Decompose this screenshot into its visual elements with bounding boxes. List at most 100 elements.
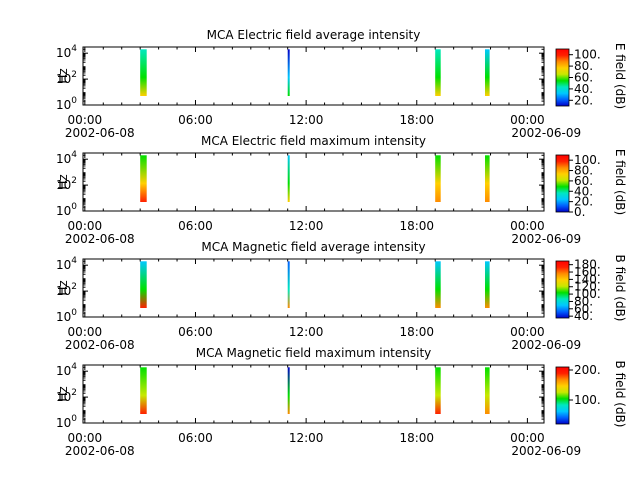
y-tick-exponent: 4 bbox=[71, 256, 77, 266]
colorbar-tick-label: 40. bbox=[574, 184, 593, 198]
x-tick-label: 18:00 bbox=[399, 325, 434, 339]
colorbar-tick-label: 180. bbox=[574, 258, 601, 272]
colorbar-tick-label: 80. bbox=[574, 164, 593, 178]
y-tick-label: 104 bbox=[56, 256, 77, 272]
x-tick-label: 00:00 bbox=[68, 113, 103, 127]
colorbar-tick-label: 20. bbox=[574, 195, 593, 209]
y-tick-exponent: 4 bbox=[71, 150, 77, 160]
spectrogram-panel-3: MCA Magnetic field average intensity 100 1… bbox=[56, 240, 627, 352]
y-axis-label: Hz bbox=[56, 174, 70, 189]
y-axis-label: Hz bbox=[56, 280, 70, 295]
burst-mark bbox=[485, 261, 490, 308]
spectrogram-panel-1: MCA Electric field average intensity 100 1… bbox=[56, 28, 627, 140]
colorbar bbox=[556, 261, 569, 318]
y-tick-exponent: 2 bbox=[71, 388, 77, 398]
x-tick-label: 12:00 bbox=[289, 219, 324, 233]
y-tick-label: 100 bbox=[56, 96, 77, 112]
colorbar-tick-label: 100. bbox=[574, 48, 601, 62]
burst-mark bbox=[435, 261, 441, 308]
x-tick-label: 06:00 bbox=[178, 219, 213, 233]
x-date-label-end: 2002-06-09 bbox=[511, 126, 581, 140]
y-tick-exponent: 4 bbox=[71, 362, 77, 372]
burst-mark bbox=[140, 367, 147, 414]
colorbar-tick-label: 40. bbox=[574, 309, 593, 323]
y-tick-exponent: 0 bbox=[71, 308, 77, 318]
burst-mark bbox=[485, 367, 490, 414]
y-tick-label: 104 bbox=[56, 150, 77, 166]
colorbar-frame bbox=[555, 366, 570, 425]
panel-title: MCA Magnetic field average intensity bbox=[201, 240, 425, 254]
colorbar-tick-label: 80. bbox=[574, 294, 593, 308]
colorbar-frame bbox=[555, 260, 570, 319]
colorbar-tick-label: 100. bbox=[574, 153, 601, 167]
colorbar-tick-label: 60. bbox=[574, 174, 593, 188]
colorbar-tick-label: 200. bbox=[574, 363, 601, 377]
panel-title: MCA Electric field maximum intensity bbox=[201, 134, 426, 148]
burst-mark bbox=[287, 155, 290, 202]
panel-title: MCA Magnetic field maximum intensity bbox=[196, 346, 432, 360]
x-tick-label: 00:00 bbox=[68, 219, 103, 233]
colorbar-tick-label: 20. bbox=[574, 93, 593, 107]
burst-mark bbox=[485, 155, 490, 202]
burst-mark bbox=[140, 49, 147, 96]
burst-mark bbox=[287, 49, 290, 96]
x-tick-label: 00:00 bbox=[68, 325, 103, 339]
colorbar-tick-label: 140. bbox=[574, 272, 601, 286]
burst-mark bbox=[435, 49, 441, 96]
x-tick-label: 06:00 bbox=[178, 113, 213, 127]
burst-mark bbox=[140, 155, 147, 202]
colorbar-frame bbox=[555, 154, 570, 213]
x-date-label-start: 2002-06-08 bbox=[65, 232, 135, 246]
plot-frame bbox=[82, 46, 545, 106]
y-tick-exponent: 0 bbox=[71, 96, 77, 106]
y-tick-exponent: 2 bbox=[71, 176, 77, 186]
x-tick-label: 00:00 bbox=[510, 219, 545, 233]
y-tick-exponent: 0 bbox=[71, 414, 77, 424]
x-date-label-start: 2002-06-08 bbox=[65, 338, 135, 352]
x-tick-label: 18:00 bbox=[399, 113, 434, 127]
colorbar bbox=[556, 155, 569, 212]
plot-frame bbox=[82, 152, 545, 212]
burst-mark bbox=[140, 261, 147, 308]
spectrogram-panel-4: MCA Magnetic field maximum intensity 100 1… bbox=[56, 346, 627, 458]
y-tick-exponent: 2 bbox=[71, 70, 77, 80]
y-tick-label: 104 bbox=[56, 44, 77, 60]
y-tick-exponent: 4 bbox=[71, 44, 77, 54]
x-tick-label: 12:00 bbox=[289, 325, 324, 339]
colorbar bbox=[556, 367, 569, 424]
y-tick-label: 100 bbox=[56, 414, 77, 430]
colorbar-tick-label: 60. bbox=[574, 302, 593, 316]
y-tick-label: 104 bbox=[56, 362, 77, 378]
x-tick-label: 00:00 bbox=[510, 325, 545, 339]
burst-mark bbox=[485, 49, 490, 96]
x-date-label-end: 2002-06-09 bbox=[511, 444, 581, 458]
colorbar-tick-label: 100. bbox=[574, 393, 601, 407]
colorbar-label: B field (dB) bbox=[613, 361, 627, 428]
burst-mark bbox=[435, 367, 441, 414]
x-tick-label: 00:00 bbox=[510, 113, 545, 127]
colorbar-tick-label: 160. bbox=[574, 265, 601, 279]
x-date-label-end: 2002-06-09 bbox=[511, 232, 581, 246]
plot-frame bbox=[82, 258, 545, 318]
colorbar bbox=[556, 49, 569, 106]
x-tick-label: 18:00 bbox=[399, 431, 434, 445]
colorbar-tick-label: 100. bbox=[574, 287, 601, 301]
burst-mark bbox=[287, 261, 290, 308]
y-tick-exponent: 0 bbox=[71, 202, 77, 212]
panel-title: MCA Electric field average intensity bbox=[207, 28, 421, 42]
x-date-label-start: 2002-06-08 bbox=[65, 444, 135, 458]
x-tick-label: 18:00 bbox=[399, 219, 434, 233]
colorbar-tick-label: 0. bbox=[574, 205, 585, 219]
x-date-label-end: 2002-06-09 bbox=[511, 338, 581, 352]
colorbar-tick-label: 80. bbox=[574, 59, 593, 73]
y-tick-exponent: 2 bbox=[71, 282, 77, 292]
x-tick-label: 06:00 bbox=[178, 325, 213, 339]
x-tick-label: 00:00 bbox=[510, 431, 545, 445]
colorbar-tick-label: 60. bbox=[574, 71, 593, 85]
colorbar-label: E field (dB) bbox=[613, 43, 627, 109]
colorbar-label: E field (dB) bbox=[613, 149, 627, 215]
burst-mark bbox=[287, 367, 290, 414]
burst-mark bbox=[435, 155, 441, 202]
